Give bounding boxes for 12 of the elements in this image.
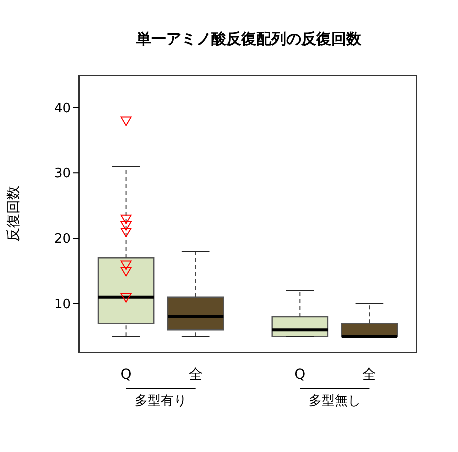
y-axis-title: 反復回数 (5, 186, 23, 242)
x-tick-label: 全 (362, 367, 377, 383)
y-tick-label: 40 (54, 101, 71, 116)
x-tick-label: Q (120, 367, 132, 383)
y-tick-label: 20 (54, 232, 71, 248)
x-tick-label: Q (294, 367, 306, 383)
chart-title: 単一アミノ酸反復配列の反復回数 (136, 30, 362, 49)
y-tick-label: 10 (54, 298, 71, 313)
text: 多型無し (308, 394, 361, 409)
y-tick-label: 30 (54, 166, 71, 182)
x-tick-label: 全 (188, 367, 203, 383)
text: 多型有り (135, 394, 188, 409)
